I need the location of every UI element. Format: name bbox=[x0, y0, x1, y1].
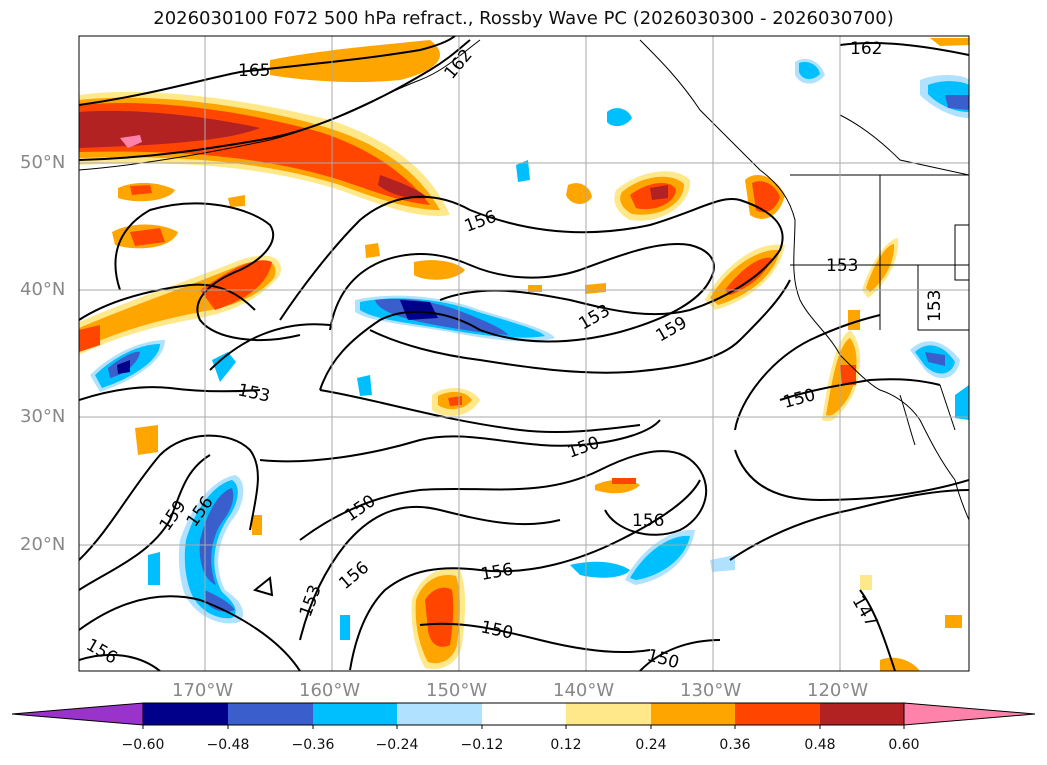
contour-lines bbox=[79, 36, 969, 671]
colorbar-segment bbox=[397, 703, 482, 725]
colorbar-segment bbox=[313, 703, 397, 725]
map-title: 2026030100 F072 500 hPa refract., Rossby… bbox=[153, 8, 894, 29]
colorbar bbox=[11, 702, 1036, 729]
contour-label: 150 bbox=[479, 617, 515, 643]
colorbar-segment bbox=[651, 703, 735, 725]
colorbar-segment bbox=[566, 703, 651, 725]
contour-label: 153 bbox=[826, 256, 858, 276]
colorbar-tick-label: 0.60 bbox=[888, 737, 920, 753]
colorbar-tick-label: −0.12 bbox=[460, 737, 504, 753]
colorbar-tick-label: 0.36 bbox=[719, 737, 751, 753]
colorbar-segment bbox=[143, 703, 228, 725]
graticule bbox=[79, 36, 969, 671]
lat-tick-label: 40°N bbox=[20, 279, 66, 300]
contour-label: 156 bbox=[83, 635, 121, 669]
lon-tick-label: 170°W bbox=[172, 680, 234, 701]
contour-label: 162 bbox=[850, 39, 882, 59]
colorbar-segment bbox=[482, 703, 566, 725]
lon-tick-label: 150°W bbox=[426, 680, 488, 701]
contour-label: 156 bbox=[479, 560, 514, 585]
map-frame bbox=[78, 35, 970, 672]
lon-tick-label: 160°W bbox=[299, 680, 361, 701]
colorbar-tick-label: 0.12 bbox=[550, 737, 582, 753]
contour-label: 153 bbox=[236, 380, 272, 406]
colorbar-segment bbox=[820, 703, 904, 725]
contour-label: 156 bbox=[462, 207, 499, 237]
contour-label: 156 bbox=[335, 558, 373, 594]
colorbar-min-extension bbox=[11, 702, 144, 726]
contour-label: 153 bbox=[576, 301, 614, 335]
colorbar-tick-label: −0.60 bbox=[121, 737, 165, 753]
contour-label: 162 bbox=[441, 45, 477, 83]
colorbar-max-extension bbox=[903, 702, 1036, 726]
lat-tick-label: 20°N bbox=[20, 534, 66, 555]
contour-label: 153 bbox=[925, 290, 945, 322]
lon-tick-label: 120°W bbox=[807, 680, 869, 701]
lon-tick-label: 130°W bbox=[680, 680, 742, 701]
contour-label: 159 bbox=[653, 313, 691, 347]
colorbar-segment bbox=[228, 703, 313, 725]
contour-label: 150 bbox=[565, 433, 602, 463]
lon-tick-label: 140°W bbox=[553, 680, 615, 701]
lat-tick-label: 50°N bbox=[20, 152, 66, 173]
contour-label: 150 bbox=[341, 491, 379, 526]
colorbar-tick-label: −0.36 bbox=[291, 737, 335, 753]
contour-label: 165 bbox=[238, 61, 270, 81]
refractivity-shading bbox=[79, 38, 969, 671]
colorbar-tick-label: −0.48 bbox=[206, 737, 250, 753]
colorbar-tick-label: −0.24 bbox=[375, 737, 419, 753]
contour-label: 153 bbox=[296, 582, 326, 619]
lat-tick-label: 30°N bbox=[20, 406, 66, 427]
colorbar-segment bbox=[735, 703, 820, 725]
colorbar-tick-label: 0.24 bbox=[635, 737, 667, 753]
contour-label: 150 bbox=[781, 385, 818, 413]
contour-label: 147 bbox=[848, 593, 882, 631]
contour-label: 156 bbox=[632, 511, 664, 531]
colorbar-tick-label: 0.48 bbox=[804, 737, 836, 753]
contour-label: 150 bbox=[645, 646, 682, 674]
